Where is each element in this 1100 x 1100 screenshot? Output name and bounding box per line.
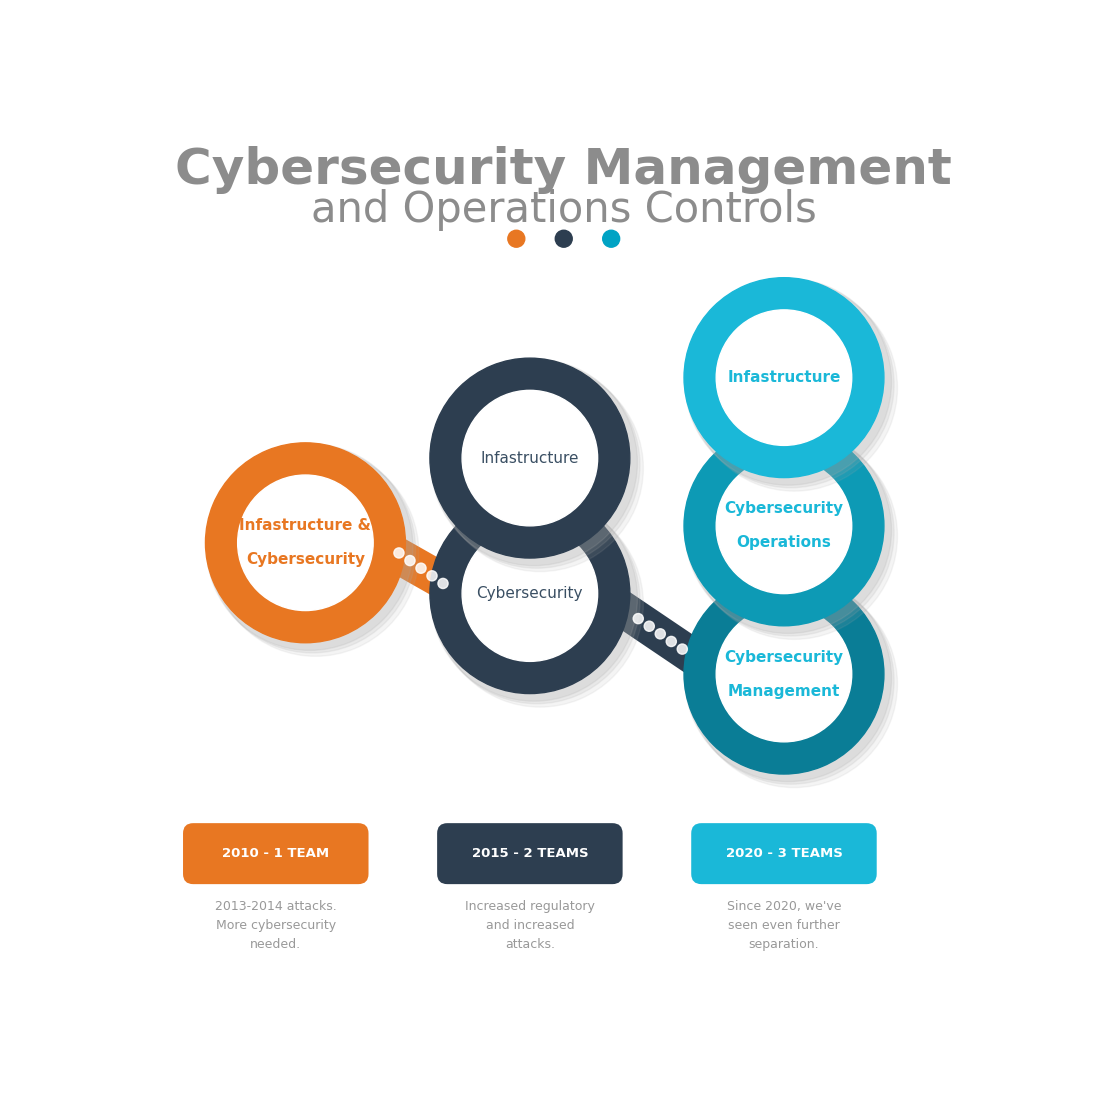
Text: Cybersecurity: Cybersecurity xyxy=(246,552,365,568)
Text: Operations: Operations xyxy=(737,536,832,550)
Circle shape xyxy=(656,629,666,639)
Circle shape xyxy=(416,563,426,573)
Circle shape xyxy=(667,637,676,647)
Circle shape xyxy=(394,548,404,558)
Circle shape xyxy=(716,310,851,446)
Text: 2013-2014 attacks.
More cybersecurity
needed.: 2013-2014 attacks. More cybersecurity ne… xyxy=(214,900,337,952)
Circle shape xyxy=(427,571,437,581)
Circle shape xyxy=(462,390,597,526)
Text: Cybersecurity: Cybersecurity xyxy=(476,586,583,601)
Text: 2015 - 2 TEAMS: 2015 - 2 TEAMS xyxy=(472,847,588,860)
Circle shape xyxy=(716,458,851,594)
Text: Infastructure: Infastructure xyxy=(481,451,579,465)
Circle shape xyxy=(438,579,448,588)
Text: and Operations Controls: and Operations Controls xyxy=(311,189,816,231)
Text: 2010 - 1 TEAM: 2010 - 1 TEAM xyxy=(222,847,329,860)
Text: Infastructure &: Infastructure & xyxy=(240,518,372,534)
FancyBboxPatch shape xyxy=(437,823,623,884)
Circle shape xyxy=(238,475,373,610)
Text: 2020 - 3 TEAMS: 2020 - 3 TEAMS xyxy=(726,847,843,860)
Circle shape xyxy=(462,526,597,661)
Circle shape xyxy=(678,644,688,654)
Circle shape xyxy=(634,614,643,624)
Text: Management: Management xyxy=(728,683,840,698)
Text: Since 2020, we've
seen even further
separation.: Since 2020, we've seen even further sepa… xyxy=(727,900,842,952)
Circle shape xyxy=(716,606,851,741)
Circle shape xyxy=(508,230,525,248)
FancyBboxPatch shape xyxy=(183,823,368,884)
Circle shape xyxy=(556,230,572,248)
Circle shape xyxy=(603,230,619,248)
Text: Infastructure: Infastructure xyxy=(727,370,840,385)
FancyBboxPatch shape xyxy=(691,823,877,884)
Text: Cybersecurity: Cybersecurity xyxy=(725,650,844,664)
Text: Increased regulatory
and increased
attacks.: Increased regulatory and increased attac… xyxy=(465,900,595,952)
Circle shape xyxy=(645,621,654,631)
Text: Cybersecurity: Cybersecurity xyxy=(725,502,844,516)
Text: Cybersecurity Management: Cybersecurity Management xyxy=(175,146,953,194)
Circle shape xyxy=(405,556,415,565)
